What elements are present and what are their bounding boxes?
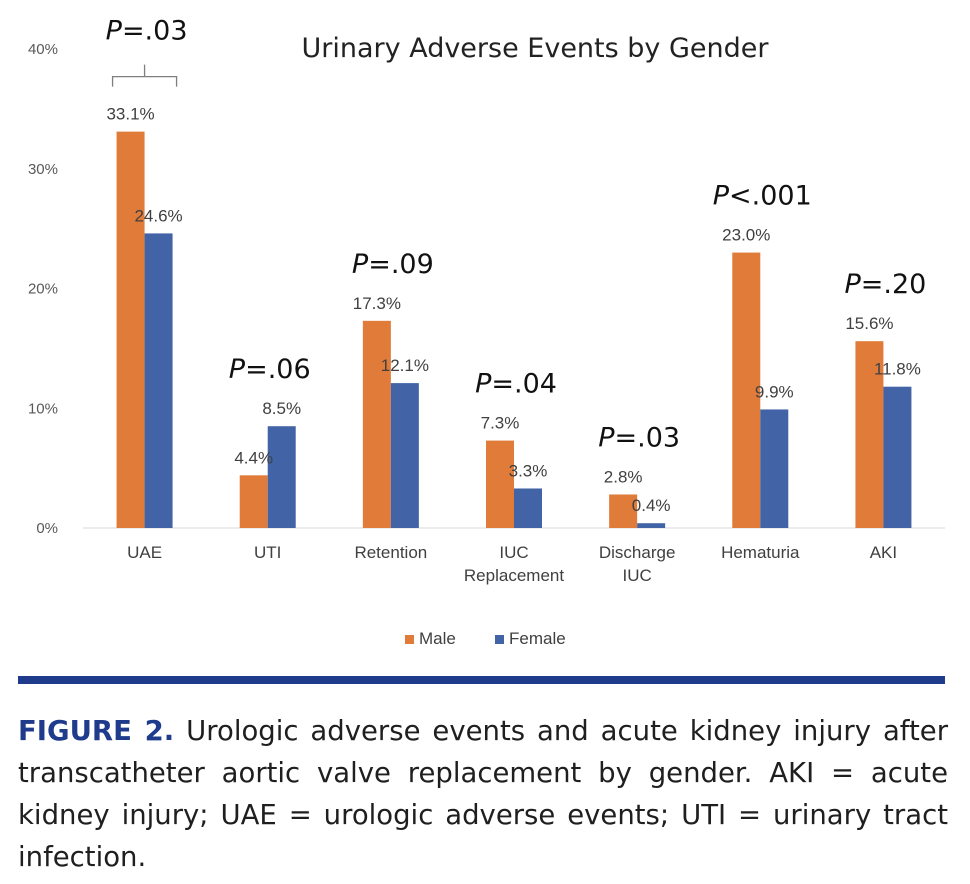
caption-label: FIGURE 2.	[18, 715, 175, 747]
bar-female	[144, 233, 173, 529]
bar-male	[855, 341, 884, 528]
value-label-male: 2.8%	[604, 467, 643, 486]
legend-swatch-male	[405, 635, 414, 644]
p-value-label: P=.20	[844, 269, 926, 300]
category-label: AKI	[870, 543, 897, 562]
caption-divider	[18, 676, 945, 684]
bar-male	[732, 252, 761, 528]
category-label: Retention	[354, 543, 427, 562]
bar-female	[883, 386, 912, 528]
legend-swatch-female	[495, 635, 504, 644]
bar-male	[362, 320, 391, 528]
value-label-female: 12.1%	[381, 356, 429, 375]
p-value-label: P<.001	[713, 181, 812, 212]
value-label-male: 33.1%	[106, 105, 154, 124]
bar-female	[514, 488, 542, 528]
category-label: Discharge	[599, 543, 676, 562]
y-tick-label: 30%	[28, 161, 58, 178]
value-label-female: 11.8%	[874, 360, 921, 379]
y-tick-label: 10%	[28, 400, 58, 417]
legend: Male Female	[405, 629, 566, 648]
bar-male	[239, 475, 268, 528]
category-labels-group: UAE UTI Retention IUC Replacement Discharge IU…	[127, 543, 897, 585]
p-value-label: P=.03	[106, 16, 188, 47]
value-label-female: 0.4%	[632, 496, 671, 515]
p-value-label: P=.03	[598, 422, 680, 453]
bar-female	[390, 383, 419, 528]
value-label-male: 15.6%	[845, 314, 893, 333]
category-label: Hematuria	[721, 543, 800, 562]
value-label-male: 7.3%	[481, 414, 520, 433]
category-label: Replacement	[464, 566, 564, 585]
y-tick-label: 20%	[28, 281, 58, 298]
bar-female	[637, 523, 666, 528]
bar-male	[609, 494, 638, 528]
p-value-label: P=.09	[352, 249, 434, 280]
value-label-female: 9.9%	[755, 382, 794, 401]
legend-label-male: Male	[419, 629, 456, 648]
value-labels-group: 33.1% 24.6% 4.4% 8.5% 17.3% 12.1% 7.3% 3.3% 2.8%…	[106, 105, 920, 516]
value-label-male: 17.3%	[353, 294, 401, 313]
legend-label-female: Female	[509, 629, 566, 648]
value-label-male: 4.4%	[234, 448, 273, 467]
value-label-male: 23.0%	[722, 226, 770, 245]
y-tick-label: 0%	[36, 520, 58, 537]
category-label: UAE	[127, 543, 162, 562]
value-label-female: 8.5%	[262, 399, 301, 418]
bar-chart: 0% 10% 20% 30% 40% 33.1% 24.6% 4.4% 8.5% 17.3% 12…	[28, 16, 945, 648]
value-label-female: 3.3%	[509, 461, 548, 480]
p-value-label: P=.04	[475, 369, 557, 400]
figure-caption: FIGURE 2. Urologic adverse events and ac…	[18, 710, 948, 878]
category-label: IUC	[499, 543, 528, 562]
chart-title: Urinary Adverse Events by Gender	[302, 33, 770, 64]
bar-female	[760, 409, 789, 528]
category-label: IUC	[623, 566, 652, 585]
y-tick-label: 40%	[28, 41, 58, 58]
significance-bracket	[111, 64, 178, 87]
p-value-labels-group: P=.03 P=.06 P=.09 P=.04 P=.03 P<.001 P=.20	[106, 16, 927, 454]
caption-text: Urologic adverse events and acute kidney…	[18, 715, 948, 873]
bar-female	[267, 426, 296, 528]
p-value-label: P=.06	[229, 354, 311, 385]
bar-male	[486, 440, 514, 528]
category-label: UTI	[254, 543, 281, 562]
bar-male	[116, 131, 145, 528]
value-label-female: 24.6%	[134, 206, 182, 225]
bars-group	[116, 131, 912, 529]
